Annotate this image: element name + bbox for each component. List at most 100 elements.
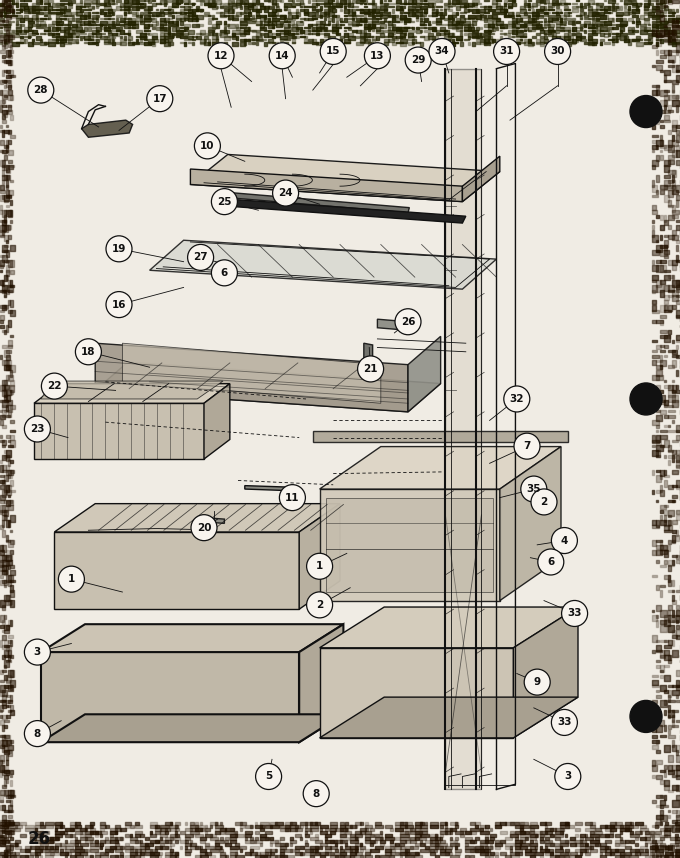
Polygon shape xyxy=(320,648,513,738)
Circle shape xyxy=(630,383,662,415)
Polygon shape xyxy=(500,446,561,601)
Polygon shape xyxy=(408,336,441,412)
Polygon shape xyxy=(245,486,296,500)
Text: 30: 30 xyxy=(550,46,565,57)
Text: 23: 23 xyxy=(30,424,45,434)
Circle shape xyxy=(194,133,220,159)
Circle shape xyxy=(555,764,581,789)
Text: 6: 6 xyxy=(221,268,228,278)
Text: 35: 35 xyxy=(526,484,541,494)
Polygon shape xyxy=(150,240,496,289)
Text: 16: 16 xyxy=(112,299,126,310)
Polygon shape xyxy=(41,381,223,399)
Circle shape xyxy=(75,339,101,365)
Circle shape xyxy=(106,236,132,262)
Circle shape xyxy=(524,669,550,695)
Circle shape xyxy=(41,373,67,399)
Circle shape xyxy=(269,43,295,69)
Circle shape xyxy=(545,39,571,64)
Circle shape xyxy=(551,528,577,553)
Text: 32: 32 xyxy=(509,394,524,404)
Text: 9: 9 xyxy=(534,677,541,687)
Polygon shape xyxy=(204,384,230,459)
Text: 25: 25 xyxy=(217,196,232,207)
Text: 7: 7 xyxy=(524,441,530,451)
Polygon shape xyxy=(445,69,481,789)
Polygon shape xyxy=(224,199,466,223)
Polygon shape xyxy=(54,504,340,532)
Circle shape xyxy=(106,292,132,317)
Text: 19: 19 xyxy=(112,244,126,254)
Polygon shape xyxy=(82,120,133,137)
Text: 12: 12 xyxy=(214,51,228,61)
Circle shape xyxy=(188,245,214,270)
Circle shape xyxy=(538,549,564,575)
Text: 8: 8 xyxy=(313,789,320,799)
Circle shape xyxy=(303,781,329,807)
Text: 4: 4 xyxy=(561,535,568,546)
Text: 31: 31 xyxy=(499,46,514,57)
Text: 26: 26 xyxy=(401,317,415,327)
Text: 1: 1 xyxy=(68,574,75,584)
Text: 1: 1 xyxy=(316,561,323,571)
Polygon shape xyxy=(320,489,500,601)
Polygon shape xyxy=(34,384,230,403)
Polygon shape xyxy=(95,343,408,412)
Polygon shape xyxy=(122,343,381,403)
Circle shape xyxy=(307,592,333,618)
Circle shape xyxy=(279,485,305,511)
Text: 22: 22 xyxy=(47,381,62,391)
Text: 6: 6 xyxy=(547,557,554,567)
Polygon shape xyxy=(190,154,500,202)
Circle shape xyxy=(208,43,234,69)
Text: 29: 29 xyxy=(411,55,426,65)
Text: 2: 2 xyxy=(316,600,323,610)
Polygon shape xyxy=(54,532,299,609)
Polygon shape xyxy=(41,652,299,742)
Text: 26: 26 xyxy=(27,831,50,848)
Circle shape xyxy=(147,86,173,112)
Circle shape xyxy=(630,95,662,128)
Circle shape xyxy=(521,476,547,502)
Polygon shape xyxy=(313,431,568,443)
Polygon shape xyxy=(201,517,224,523)
Text: 11: 11 xyxy=(285,492,300,503)
Circle shape xyxy=(630,700,662,733)
Polygon shape xyxy=(320,607,578,648)
Circle shape xyxy=(191,515,217,541)
Polygon shape xyxy=(299,504,340,609)
Text: 10: 10 xyxy=(200,141,215,151)
Polygon shape xyxy=(95,362,441,412)
Circle shape xyxy=(562,601,588,626)
Circle shape xyxy=(551,710,577,735)
Circle shape xyxy=(273,180,299,206)
Circle shape xyxy=(514,433,540,459)
Polygon shape xyxy=(462,156,500,202)
Polygon shape xyxy=(326,498,493,592)
Text: 18: 18 xyxy=(81,347,96,357)
Circle shape xyxy=(531,489,557,515)
Polygon shape xyxy=(299,625,343,742)
Polygon shape xyxy=(224,192,409,213)
Text: 14: 14 xyxy=(275,51,290,61)
Polygon shape xyxy=(41,714,343,742)
Text: 3: 3 xyxy=(34,647,41,657)
Circle shape xyxy=(494,39,520,64)
Polygon shape xyxy=(320,446,561,489)
Text: 21: 21 xyxy=(363,364,378,374)
Text: 24: 24 xyxy=(278,188,293,198)
Text: 8: 8 xyxy=(34,728,41,739)
Text: 27: 27 xyxy=(193,252,208,263)
Circle shape xyxy=(256,764,282,789)
Circle shape xyxy=(395,309,421,335)
Circle shape xyxy=(58,566,84,592)
Polygon shape xyxy=(190,169,462,202)
Circle shape xyxy=(24,639,50,665)
Circle shape xyxy=(320,39,346,64)
Circle shape xyxy=(211,260,237,286)
Polygon shape xyxy=(320,697,578,738)
Text: 33: 33 xyxy=(567,608,582,619)
Text: 2: 2 xyxy=(541,497,547,507)
Circle shape xyxy=(405,47,431,73)
Circle shape xyxy=(364,43,390,69)
